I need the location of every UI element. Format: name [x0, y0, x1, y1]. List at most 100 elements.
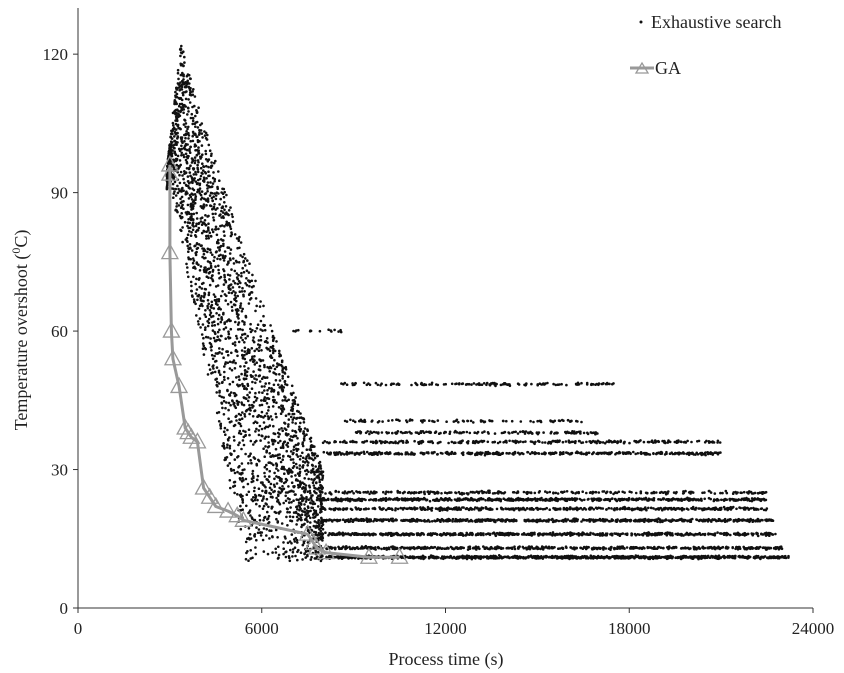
exhaustive-point: [191, 228, 195, 232]
exhaustive-point: [179, 110, 182, 114]
exhaustive-point: [222, 396, 225, 399]
exhaustive-point: [353, 556, 357, 560]
exhaustive-point: [320, 505, 323, 509]
exhaustive-point: [178, 102, 182, 106]
exhaustive-point: [309, 446, 313, 449]
exhaustive-point: [239, 241, 243, 244]
exhaustive-point: [291, 409, 294, 413]
exhaustive-point: [223, 278, 227, 282]
exhaustive-point: [611, 555, 614, 558]
exhaustive-point: [172, 192, 176, 195]
exhaustive-point: [197, 323, 200, 326]
exhaustive-point: [263, 516, 266, 519]
exhaustive-point: [273, 398, 276, 402]
exhaustive-point: [308, 456, 311, 460]
exhaustive-point: [225, 193, 228, 197]
exhaustive-point: [505, 555, 508, 559]
exhaustive-point: [384, 533, 387, 536]
exhaustive-point: [189, 116, 193, 120]
exhaustive-point: [209, 266, 213, 269]
exhaustive-point: [317, 519, 321, 522]
exhaustive-point: [188, 151, 192, 154]
exhaustive-point: [317, 536, 321, 540]
exhaustive-point: [273, 477, 276, 481]
exhaustive-point: [246, 393, 249, 397]
exhaustive-point: [324, 520, 328, 523]
exhaustive-point: [202, 203, 206, 206]
exhaustive-point: [242, 259, 246, 263]
exhaustive-point: [535, 556, 538, 560]
exhaustive-point: [213, 203, 216, 206]
exhaustive-point: [254, 279, 257, 283]
exhaustive-point: [262, 421, 266, 424]
exhaustive-point: [197, 106, 200, 109]
exhaustive-point: [278, 428, 281, 431]
exhaustive-point: [550, 546, 554, 550]
exhaustive-point: [301, 444, 305, 448]
exhaustive-point: [186, 106, 190, 110]
exhaustive-point: [223, 275, 226, 279]
exhaustive-point: [447, 547, 450, 550]
exhaustive-point: [215, 191, 219, 194]
exhaustive-point: [259, 319, 263, 323]
exhaustive-point: [190, 284, 193, 288]
exhaustive-point: [680, 555, 683, 558]
exhaustive-point: [472, 546, 475, 550]
exhaustive-point: [180, 154, 183, 157]
exhaustive-point: [309, 448, 313, 452]
exhaustive-point: [254, 381, 257, 385]
exhaustive-point: [219, 422, 223, 426]
exhaustive-point: [313, 520, 317, 523]
exhaustive-point: [542, 546, 545, 549]
exhaustive-point: [449, 534, 452, 537]
exhaustive-point: [291, 452, 295, 456]
exhaustive-point: [184, 132, 188, 136]
exhaustive-point: [204, 335, 208, 339]
exhaustive-point: [199, 205, 203, 208]
exhaustive-point: [318, 480, 322, 484]
exhaustive-point: [313, 502, 317, 506]
exhaustive-point: [435, 556, 438, 560]
exhaustive-point: [244, 477, 248, 481]
exhaustive-point: [341, 531, 345, 535]
exhaustive-point: [203, 328, 207, 332]
exhaustive-point: [209, 234, 213, 238]
exhaustive-point: [233, 458, 237, 461]
exhaustive-point: [294, 554, 297, 558]
exhaustive-point: [195, 222, 198, 226]
exhaustive-point: [713, 556, 717, 559]
exhaustive-point: [290, 481, 294, 485]
exhaustive-point: [282, 547, 286, 550]
exhaustive-point: [247, 490, 251, 494]
exhaustive-point: [177, 147, 181, 151]
exhaustive-point: [180, 63, 184, 66]
exhaustive-point: [172, 124, 175, 127]
exhaustive-point: [250, 387, 254, 391]
exhaustive-point: [202, 229, 205, 233]
exhaustive-point: [185, 160, 189, 164]
exhaustive-point: [194, 195, 198, 198]
exhaustive-point: [305, 455, 309, 458]
exhaustive-point: [191, 257, 195, 260]
exhaustive-point: [196, 126, 200, 129]
exhaustive-point: [290, 384, 294, 388]
exhaustive-point: [710, 546, 713, 550]
exhaustive-point: [456, 547, 460, 550]
exhaustive-point: [239, 336, 243, 339]
exhaustive-point: [217, 227, 220, 231]
exhaustive-point: [459, 547, 463, 550]
exhaustive-point: [513, 555, 517, 559]
exhaustive-point: [271, 440, 274, 443]
exhaustive-point: [267, 366, 271, 370]
exhaustive-point: [216, 335, 219, 339]
exhaustive-point: [778, 546, 781, 550]
exhaustive-point: [199, 174, 203, 178]
exhaustive-point: [206, 324, 210, 328]
exhaustive-point: [443, 547, 447, 550]
exhaustive-point: [214, 194, 218, 197]
exhaustive-point: [255, 347, 259, 351]
exhaustive-point: [262, 497, 265, 500]
exhaustive-point: [208, 368, 212, 371]
exhaustive-point: [181, 240, 184, 244]
exhaustive-point: [188, 243, 192, 246]
